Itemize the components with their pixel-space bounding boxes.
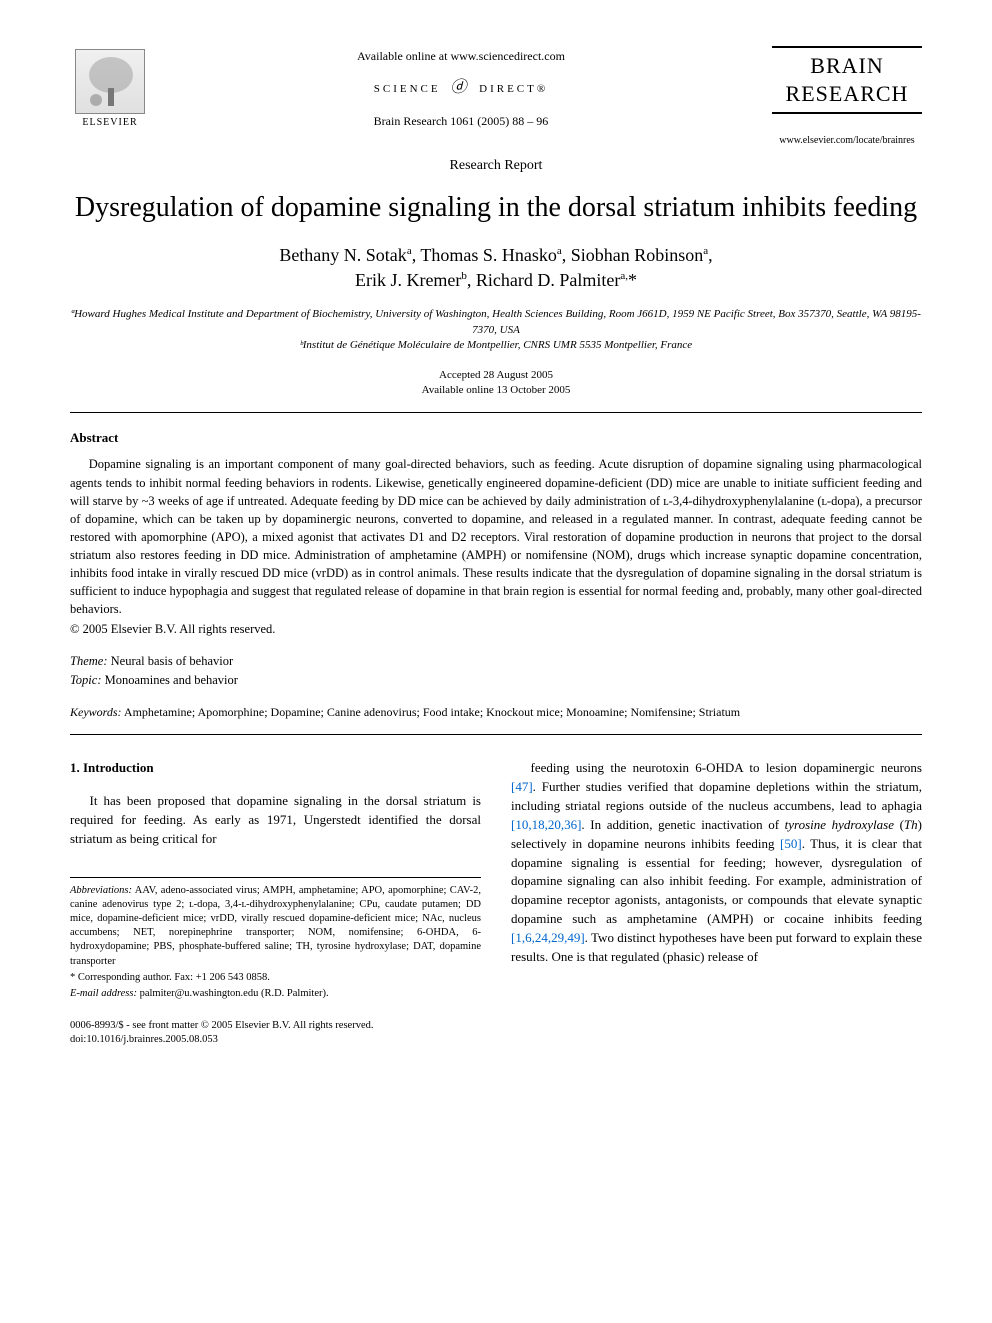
body-columns: 1. Introduction It has been proposed tha… [70,759,922,1046]
elsevier-label: ELSEVIER [82,116,137,130]
elsevier-logo: ELSEVIER [70,40,150,130]
sd-right: DIRECT® [479,83,548,95]
ref-1-6-24-29-49[interactable]: [1,6,24,29,49] [511,930,585,945]
footnotes-block: Abbreviations: AAV, adeno-associated vir… [70,877,481,1001]
column-right: feeding using the neurotoxin 6-OHDA to l… [511,759,922,1046]
citation-line: Brain Research 1061 (2005) 88 – 96 [150,113,772,130]
column-left: 1. Introduction It has been proposed tha… [70,759,481,1046]
rule-before-abstract [70,412,922,413]
keywords-value: Amphetamine; Apomorphine; Dopamine; Cani… [124,705,740,719]
footer-line2: doi:10.1016/j.brainres.2005.08.053 [70,1033,481,1047]
abbrev-label: Abbreviations: [70,885,132,896]
ref-10-18-20-36[interactable]: [10,18,20,36] [511,817,581,832]
intro-para-left: It has been proposed that dopamine signa… [70,792,481,849]
page-header: ELSEVIER Available online at www.science… [70,40,922,148]
sd-left: SCIENCE [374,83,441,95]
journal-name-2: RESEARCH [772,82,922,106]
available-online-text: Available online at www.sciencedirect.co… [150,48,772,65]
theme-value: Neural basis of behavior [111,654,234,668]
keywords-label: Keywords: [70,705,122,719]
topic-label: Topic: [70,673,102,687]
ref-50[interactable]: [50] [780,836,802,851]
journal-name-1: BRAIN [772,54,922,78]
header-center: Available online at www.sciencedirect.co… [150,40,772,130]
ref-47[interactable]: [47] [511,779,533,794]
journal-title-box: BRAIN RESEARCH www.elsevier.com/locate/b… [772,40,922,148]
affiliation-a: ªHoward Hughes Medical Institute and Dep… [70,307,922,338]
article-title: Dysregulation of dopamine signaling in t… [70,190,922,225]
authors-line: Bethany N. Sotaka, Thomas S. Hnaskoa, Si… [70,243,922,293]
elsevier-tree-icon [75,49,145,114]
accepted-date: Accepted 28 August 2005 [70,368,922,383]
abbrev-text: AAV, adeno-associated virus; AMPH, amphe… [70,885,481,967]
topic-value: Monoamines and behavior [105,673,238,687]
affiliation-b: ᵇInstitut de Génétique Moléculaire de Mo… [70,338,922,353]
abstract-text: Dopamine signaling is an important compo… [70,455,922,618]
affiliations: ªHoward Hughes Medical Institute and Dep… [70,307,922,353]
keywords-line: Keywords: Amphetamine; Apomorphine; Dopa… [70,704,922,721]
sciencedirect-logo: SCIENCE ⓓ DIRECT® [150,77,772,99]
intro-para-right: feeding using the neurotoxin 6-OHDA to l… [511,759,922,966]
sd-d-icon: ⓓ [450,77,469,99]
available-date: Available online 13 October 2005 [70,383,922,398]
theme-topic-block: Theme: Neural basis of behavior Topic: M… [70,652,922,690]
journal-url: www.elsevier.com/locate/brainres [772,134,922,148]
article-dates: Accepted 28 August 2005 Available online… [70,368,922,399]
article-type: Research Report [70,156,922,176]
theme-label: Theme: [70,654,108,668]
intro-heading: 1. Introduction [70,759,481,778]
corresponding-author: * Corresponding author. Fax: +1 206 543 … [70,971,481,985]
footer-line1: 0006-8993/$ - see front matter © 2005 El… [70,1019,481,1033]
email-value: palmiter@u.washington.edu (R.D. Palmiter… [137,988,329,999]
rule-after-keywords [70,734,922,735]
footer-block: 0006-8993/$ - see front matter © 2005 El… [70,1019,481,1046]
copyright-line: © 2005 Elsevier B.V. All rights reserved… [70,621,922,639]
abstract-heading: Abstract [70,429,922,447]
email-label: E-mail address: [70,988,137,999]
